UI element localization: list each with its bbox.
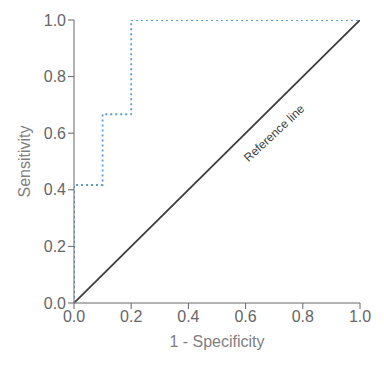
svg-text:1.0: 1.0 <box>44 12 66 29</box>
svg-text:0.8: 0.8 <box>292 308 314 325</box>
svg-text:0.0: 0.0 <box>44 295 66 312</box>
svg-text:0.2: 0.2 <box>120 308 142 325</box>
svg-text:1.0: 1.0 <box>349 308 371 325</box>
svg-text:0.4: 0.4 <box>44 181 66 198</box>
svg-text:0.6: 0.6 <box>44 125 66 142</box>
svg-text:0.2: 0.2 <box>44 238 66 255</box>
svg-text:0.8: 0.8 <box>44 68 66 85</box>
svg-text:0.4: 0.4 <box>177 308 199 325</box>
svg-text:1 - Specificity: 1 - Specificity <box>169 333 264 350</box>
svg-text:Sensitivity: Sensitivity <box>16 125 33 197</box>
svg-text:0.0: 0.0 <box>63 308 85 325</box>
svg-text:Reference line: Reference line <box>241 101 307 164</box>
svg-text:0.6: 0.6 <box>234 308 256 325</box>
